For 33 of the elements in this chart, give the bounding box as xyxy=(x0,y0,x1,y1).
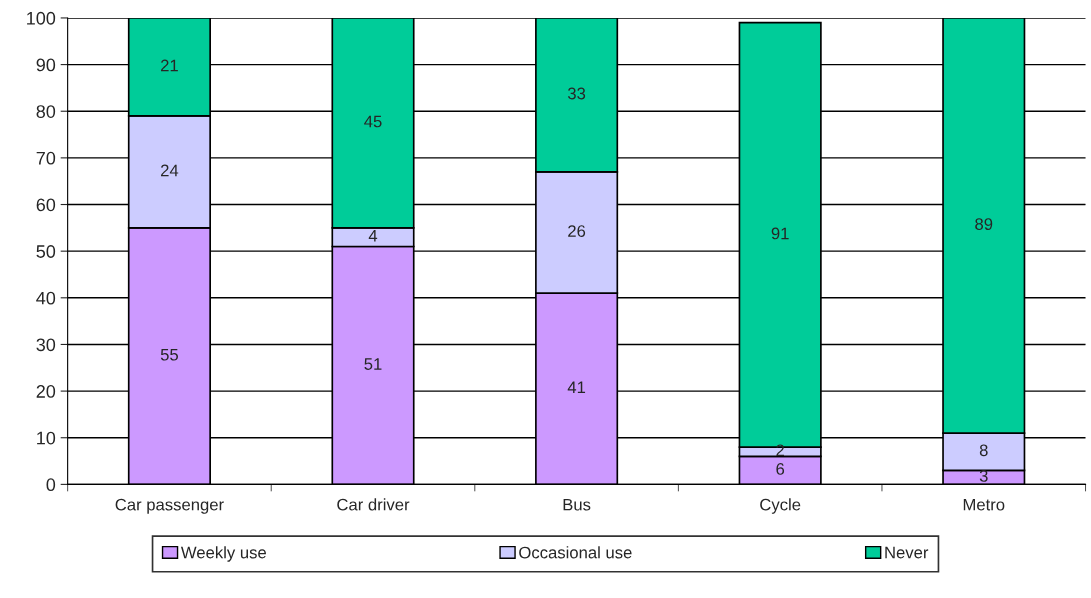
y-tick-label: 0 xyxy=(46,478,56,492)
y-tick-label: 100 xyxy=(27,11,56,25)
y-tick-label: 30 xyxy=(36,338,56,352)
data-label: 33 xyxy=(567,87,586,100)
data-label: 89 xyxy=(975,218,993,230)
data-label: 21 xyxy=(161,59,178,72)
data-label: 24 xyxy=(161,164,179,177)
data-label: 45 xyxy=(364,115,382,128)
y-tick-label: 90 xyxy=(36,58,56,72)
data-label: 8 xyxy=(979,444,988,457)
x-tick-label: Cycle xyxy=(760,498,801,514)
data-label: 55 xyxy=(160,348,178,361)
legend-label: Weekly use xyxy=(180,546,266,562)
y-tick-label: 20 xyxy=(36,385,56,398)
data-label: 4 xyxy=(368,230,378,242)
y-tick-label: 70 xyxy=(36,151,56,165)
y-tick-label: 50 xyxy=(36,245,56,258)
y-tick-label: 40 xyxy=(36,291,56,305)
x-tick-label: Metro xyxy=(963,498,1005,511)
legend-label: Occasional use xyxy=(519,546,632,559)
data-label: 26 xyxy=(568,225,586,237)
y-tick-label: 60 xyxy=(36,198,56,212)
x-tick-label: Car passenger xyxy=(115,498,224,514)
y-tick-label: 10 xyxy=(37,431,56,445)
data-label: 3 xyxy=(979,470,988,482)
x-tick-label: Car driver xyxy=(337,498,410,511)
data-label: 41 xyxy=(567,381,586,394)
legend-label: Never xyxy=(885,546,929,559)
data-label: 6 xyxy=(776,463,785,475)
x-tick-label: Bus xyxy=(563,498,591,511)
data-label: 51 xyxy=(364,358,382,370)
y-tick-label: 80 xyxy=(36,105,56,118)
data-label: 91 xyxy=(771,227,789,240)
